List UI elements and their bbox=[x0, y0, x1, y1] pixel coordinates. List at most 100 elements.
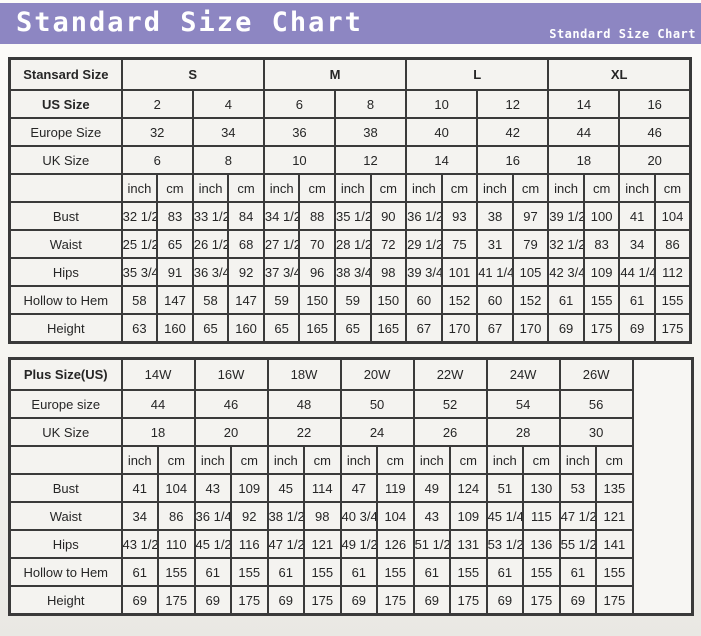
size-value-cell: 14 bbox=[405, 145, 479, 175]
corner-label-cell: Stansard Size bbox=[8, 57, 123, 91]
measure-value-cell: 59 bbox=[262, 285, 301, 315]
measure-value-cell: 61 bbox=[485, 557, 525, 587]
measure-value-cell: 104 bbox=[157, 473, 196, 503]
standard-size-table-mount: Stansard Size S M L XL US Size 2 4 6 8 10 12 14 16 Eur… bbox=[8, 57, 692, 344]
measure-value-cell: 131 bbox=[449, 529, 488, 559]
measure-value-cell: 115 bbox=[522, 501, 561, 531]
size-value-cell: 44 bbox=[547, 117, 621, 147]
measure-value-cell: 175 bbox=[595, 585, 634, 616]
unit-cm-cell: cm bbox=[230, 445, 269, 475]
measure-value-cell: 38 1/2 bbox=[266, 501, 306, 531]
size-group-cell: M bbox=[262, 57, 408, 91]
measure-value-cell: 53 1/2 bbox=[485, 529, 525, 559]
size-group-cell: L bbox=[405, 57, 550, 91]
size-group-cell: S bbox=[120, 57, 265, 91]
measure-value-cell: 69 bbox=[547, 313, 585, 344]
measure-value-cell: 170 bbox=[440, 313, 479, 344]
table-row: US Size 2 4 6 8 10 12 14 16 bbox=[8, 89, 692, 119]
row-label-cell: Height bbox=[8, 585, 123, 616]
measure-value-cell: 69 bbox=[412, 585, 452, 616]
measure-value-cell: 101 bbox=[440, 257, 479, 287]
table-row: Height 63 160 65 160 65 165 65 165 67 170 67 170 69 17… bbox=[8, 313, 692, 344]
size-value-cell: 26 bbox=[412, 417, 488, 447]
measure-value-cell: 39 3/4 bbox=[405, 257, 443, 287]
row-label-cell: Hollow to Hem bbox=[8, 285, 123, 315]
measure-value-cell: 69 bbox=[339, 585, 379, 616]
unit-cm-cell: cm bbox=[582, 173, 621, 203]
measure-value-cell: 65 bbox=[262, 313, 301, 344]
measure-value-cell: 130 bbox=[522, 473, 561, 503]
measure-value-cell: 35 3/4 bbox=[120, 257, 159, 287]
unit-cm-cell: cm bbox=[156, 173, 194, 203]
row-label-cell: Waist bbox=[8, 501, 123, 531]
size-value-cell: 18 bbox=[120, 417, 196, 447]
measure-value-cell: 96 bbox=[298, 257, 336, 287]
size-value-cell: 38 bbox=[333, 117, 408, 147]
measure-value-cell: 61 bbox=[193, 557, 233, 587]
measure-value-cell: 61 bbox=[547, 285, 585, 315]
size-value-cell: 16 bbox=[476, 145, 550, 175]
measure-value-cell: 28 1/2 bbox=[333, 229, 372, 259]
measure-value-cell: 152 bbox=[511, 285, 550, 315]
row-label-cell: UK Size bbox=[8, 417, 123, 447]
measure-value-cell: 90 bbox=[369, 201, 408, 231]
measure-value-cell: 65 bbox=[156, 229, 194, 259]
plus-size-table: Plus Size(US) 14W 16W 18W 20W 22W 24W 26W Europe… bbox=[8, 357, 695, 616]
measure-value-cell: 51 1/2 bbox=[412, 529, 452, 559]
measure-value-cell: 35 1/2 bbox=[333, 201, 372, 231]
blank-column-cell bbox=[631, 357, 694, 616]
measure-value-cell: 43 bbox=[193, 473, 233, 503]
unit-cm-cell: cm bbox=[449, 445, 488, 475]
size-group-cell: 24W bbox=[485, 357, 561, 391]
size-value-cell: 46 bbox=[193, 389, 269, 419]
measure-value-cell: 34 bbox=[120, 501, 159, 531]
size-value-cell: 20 bbox=[618, 145, 692, 175]
measure-value-cell: 83 bbox=[582, 229, 621, 259]
size-value-cell: 46 bbox=[618, 117, 692, 147]
measure-value-cell: 47 1/2 bbox=[266, 529, 306, 559]
measure-value-cell: 175 bbox=[303, 585, 342, 616]
unit-inch-cell: inch bbox=[193, 445, 233, 475]
size-value-cell: 36 bbox=[262, 117, 336, 147]
measure-value-cell: 58 bbox=[120, 285, 159, 315]
unit-cm-cell: cm bbox=[369, 173, 408, 203]
measure-value-cell: 61 bbox=[120, 557, 159, 587]
measure-value-cell: 141 bbox=[595, 529, 634, 559]
measure-value-cell: 69 bbox=[120, 585, 159, 616]
measure-value-cell: 67 bbox=[405, 313, 443, 344]
size-value-cell: 30 bbox=[558, 417, 634, 447]
unit-inch-cell: inch bbox=[339, 445, 379, 475]
table-row: Hollow to Hem 61 155 61 155 61 155 61 155 61 155 61… bbox=[8, 557, 693, 587]
measure-value-cell: 38 bbox=[476, 201, 514, 231]
measure-value-cell: 155 bbox=[653, 285, 692, 315]
measure-value-cell: 58 bbox=[191, 285, 230, 315]
measure-value-cell: 84 bbox=[227, 201, 265, 231]
size-charts-container: Stansard Size S M L XL US Size 2 4 6 8 10 12 14 16 Eur… bbox=[8, 57, 695, 629]
unit-inch-cell: inch bbox=[266, 445, 306, 475]
row-label-cell: Hips bbox=[8, 257, 123, 287]
measure-value-cell: 34 1/2 bbox=[262, 201, 301, 231]
unit-cm-cell: cm bbox=[653, 173, 692, 203]
table-row: UK Size 6 8 10 12 14 16 18 20 bbox=[8, 145, 692, 175]
unit-row: inch cm inch cm inch cm inch cm inch cm inch cm inch… bbox=[8, 173, 692, 203]
measure-value-cell: 60 bbox=[405, 285, 443, 315]
measure-value-cell: 98 bbox=[303, 501, 342, 531]
measure-value-cell: 155 bbox=[157, 557, 196, 587]
measure-value-cell: 91 bbox=[156, 257, 194, 287]
size-value-cell: 2 bbox=[120, 89, 194, 119]
unit-cm-cell: cm bbox=[227, 173, 265, 203]
table-row: Hips 43 1/2 110 45 1/2 116 47 1/2 121 49 1/2 126… bbox=[8, 529, 693, 559]
row-label-cell: US Size bbox=[8, 89, 123, 119]
measure-value-cell: 45 bbox=[266, 473, 306, 503]
measure-value-cell: 155 bbox=[303, 557, 342, 587]
measure-value-cell: 61 bbox=[266, 557, 306, 587]
measure-value-cell: 49 bbox=[412, 473, 452, 503]
measure-value-cell: 83 bbox=[156, 201, 194, 231]
measure-value-cell: 36 1/2 bbox=[405, 201, 443, 231]
unit-inch-cell: inch bbox=[412, 445, 452, 475]
size-value-cell: 40 bbox=[405, 117, 479, 147]
measure-value-cell: 147 bbox=[156, 285, 194, 315]
measure-value-cell: 59 bbox=[333, 285, 372, 315]
table-row: Hollow to Hem 58 147 58 147 59 150 59 150 60 152 60… bbox=[8, 285, 692, 315]
